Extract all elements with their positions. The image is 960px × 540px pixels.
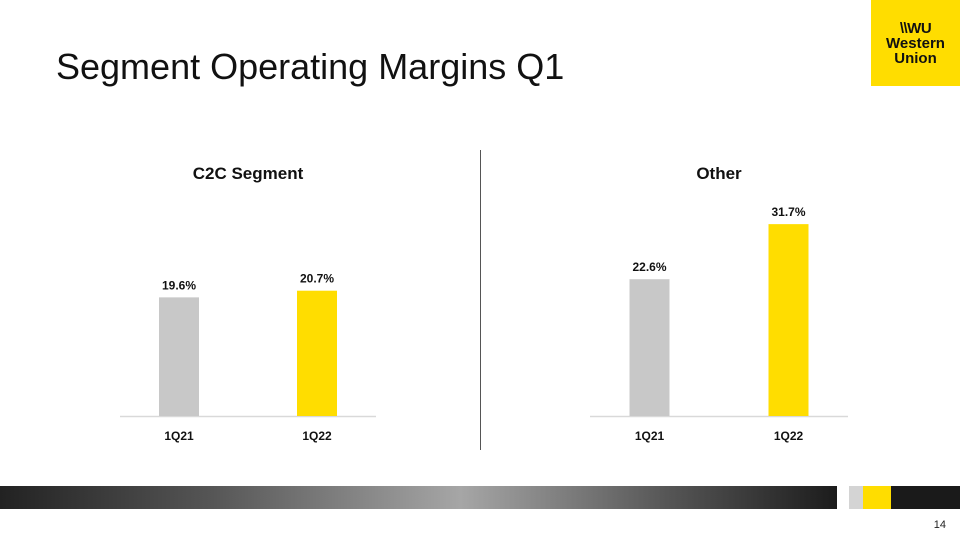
bar-1q21 (629, 279, 670, 416)
x-tick-label: 1Q21 (164, 429, 194, 443)
footer-yellow-block (863, 486, 891, 509)
data-label: 19.6% (162, 278, 196, 292)
footer-gray-block (849, 486, 863, 509)
logo-word-western: Western (886, 34, 945, 52)
chart-title: C2C Segment (192, 164, 304, 183)
data-label: 20.7% (300, 272, 334, 286)
logo-mark: \\WU (899, 19, 932, 37)
other-segment-chart: Other 22.6% 1Q21 31.7% 1Q22 (580, 150, 858, 450)
chart-title: Other (696, 164, 742, 183)
footer-band (0, 486, 960, 509)
logo-word-union: Union (894, 49, 937, 67)
western-union-logo: \\WU Western Union (871, 0, 960, 86)
footer-white-block (837, 486, 849, 509)
data-label: 22.6% (632, 260, 666, 274)
chart-divider (480, 150, 481, 450)
bar-1q21 (159, 297, 199, 416)
c2c-segment-plot: 19.6% 1Q21 20.7% 1Q22 (120, 272, 376, 443)
data-label: 31.7% (771, 205, 805, 219)
c2c-segment-chart: C2C Segment 19.6% 1Q21 20.7% 1Q22 (110, 150, 386, 450)
page-title: Segment Operating Margins Q1 (56, 46, 565, 87)
x-tick-label: 1Q21 (635, 429, 665, 443)
bar-1q22 (297, 290, 337, 416)
bar-1q22 (768, 224, 809, 416)
page-number: 14 (933, 519, 946, 531)
footer-black-block (891, 486, 960, 509)
x-tick-label: 1Q22 (302, 429, 332, 443)
x-tick-label: 1Q22 (774, 429, 804, 443)
footer-gradient-bar (0, 486, 837, 509)
other-segment-plot: 22.6% 1Q21 31.7% 1Q22 (590, 205, 848, 443)
